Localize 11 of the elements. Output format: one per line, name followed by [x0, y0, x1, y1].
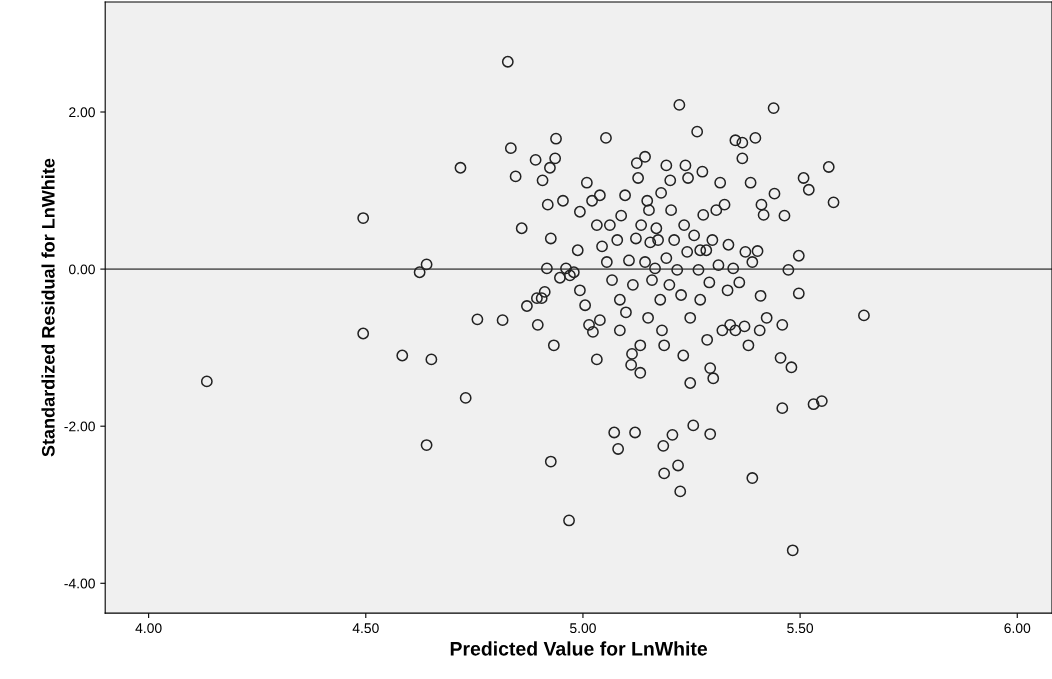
- x-tick-label: 4.50: [352, 623, 379, 634]
- y-tick-label: 0.00: [68, 264, 95, 275]
- x-axis-title: Predicted Value for LnWhite: [450, 641, 708, 656]
- y-tick-label: -2.00: [64, 421, 95, 432]
- y-tick-label: 2.00: [69, 107, 95, 118]
- x-tick-label: 5.50: [787, 623, 814, 634]
- x-tick-label: 6.00: [1004, 623, 1031, 634]
- y-tick-label: -4.00: [64, 578, 95, 589]
- x-tick-label: 5.00: [569, 623, 596, 634]
- y-axis-title: Standardized Residual for LnWhite: [41, 158, 55, 457]
- x-tick-label: 4.00: [135, 623, 162, 634]
